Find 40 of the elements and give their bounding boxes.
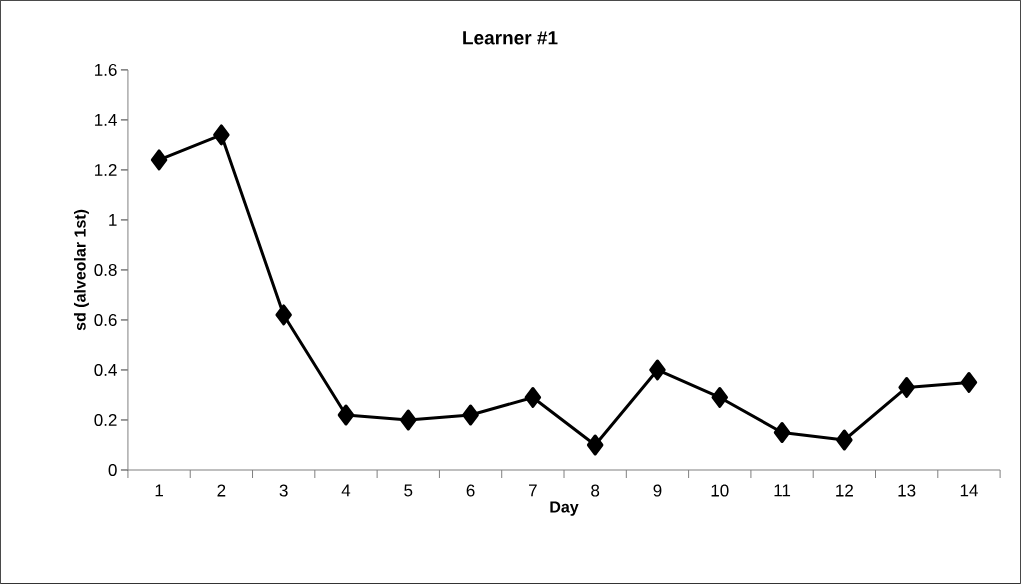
point: [524, 387, 542, 409]
point: [213, 124, 230, 146]
point: [150, 149, 168, 171]
point: [649, 359, 666, 381]
x-tick-label: 14: [960, 484, 978, 497]
y-axis-title: sd (alveolar 1st): [73, 209, 89, 331]
x-tick-label: 8: [591, 484, 600, 497]
x-tick-label: 1: [155, 484, 163, 497]
x-tick-label: 12: [836, 484, 853, 497]
y-tick-label: 1.6: [95, 63, 117, 76]
point: [960, 372, 978, 394]
x-tick-label: 6: [466, 484, 475, 497]
y-tick-label: 0: [108, 464, 117, 477]
point: [337, 404, 355, 426]
x-tick-label: 7: [529, 484, 537, 497]
x-tick-label: 4: [341, 484, 351, 497]
x-tick-label: 9: [653, 484, 662, 497]
point: [586, 434, 604, 456]
y-tick-label: 1: [109, 214, 117, 226]
x-axis-title: Day: [550, 501, 579, 516]
y-tick-label: 0.4: [94, 363, 117, 377]
point: [462, 404, 479, 426]
x-tick-label: 3: [279, 484, 288, 497]
x-tick-label: 10: [711, 484, 729, 497]
y-tick-label: 0.2: [94, 414, 117, 427]
point: [275, 304, 292, 326]
point: [400, 409, 417, 431]
point: [711, 387, 729, 409]
point: [773, 422, 791, 444]
point: [898, 377, 915, 399]
chart-title: Learner #1: [463, 31, 558, 45]
x-tick-label: 5: [404, 484, 413, 497]
point: [836, 429, 853, 451]
x-tick-label: 11: [774, 484, 791, 497]
y-tick-label: 1.4: [95, 114, 117, 126]
y-tick-label: 0.8: [94, 263, 117, 277]
x-tick-label: 2: [217, 484, 226, 497]
x-tick-label: 13: [898, 484, 916, 497]
y-tick-label: 0.6: [94, 313, 117, 327]
y-tick-label: 1.2: [95, 164, 117, 176]
